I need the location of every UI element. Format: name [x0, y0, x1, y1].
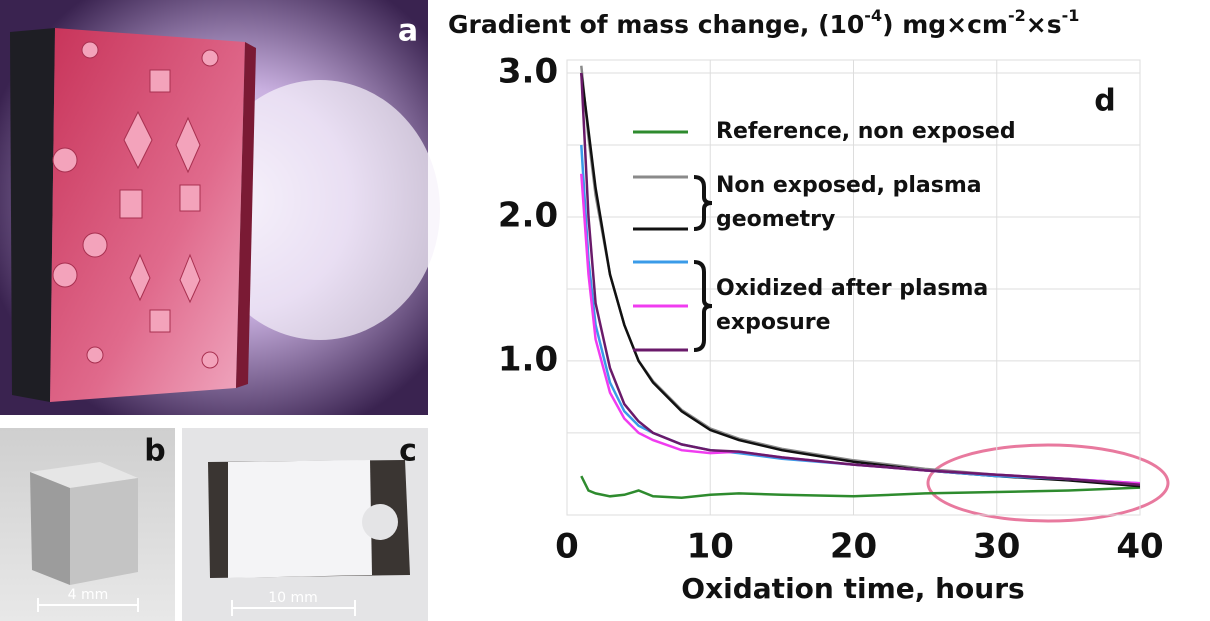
- chart-title: Gradient of mass change, (10-4) mg×cm-2×…: [448, 6, 1079, 39]
- scale-label: 10 mm: [268, 590, 318, 606]
- legend-label: geometry: [716, 207, 835, 232]
- legend-label: exposure: [716, 310, 831, 335]
- title-part: ×s: [1026, 10, 1062, 39]
- legend-label: Non exposed, plasma: [716, 173, 982, 198]
- y-tick-label: 1.0: [498, 339, 558, 379]
- panel-label: a: [398, 14, 418, 49]
- title-superscript: -2: [1008, 6, 1026, 25]
- photo-b: 4 mm b: [0, 428, 175, 621]
- data-line: [580, 475, 1140, 499]
- photo-a: a: [0, 0, 440, 415]
- x-axis-label: Oxidation time, hours: [681, 572, 1024, 605]
- photo-c: 10 mm c: [182, 428, 428, 621]
- x-tick-label: 30: [973, 527, 1020, 567]
- title-superscript: -1: [1062, 6, 1080, 25]
- scale-label: 4 mm: [68, 587, 109, 603]
- highlight-ellipse: [926, 443, 1170, 523]
- title-part: ) mg×cm: [882, 10, 1008, 39]
- legend-label: Reference, non exposed: [716, 119, 1016, 144]
- legend-brace: [693, 175, 713, 231]
- x-tick-label: 40: [1116, 527, 1163, 567]
- panel-label: c: [399, 434, 417, 469]
- y-tick-label: 2.0: [498, 195, 558, 235]
- x-tick-label: 0: [555, 527, 579, 567]
- title-part: Gradient of mass change, (10: [448, 10, 864, 39]
- data-line: [580, 72, 1140, 487]
- y-tick-label: 3.0: [498, 51, 558, 91]
- panel-label: d: [1094, 84, 1115, 119]
- legend-label: Oxidized after plasma: [716, 276, 988, 301]
- x-tick-label: 20: [830, 527, 877, 567]
- lines: [580, 65, 1140, 499]
- legend-brace: [693, 260, 713, 352]
- x-tick-label: 10: [687, 527, 734, 567]
- title-superscript: -4: [864, 6, 882, 25]
- panel-label: b: [144, 434, 165, 469]
